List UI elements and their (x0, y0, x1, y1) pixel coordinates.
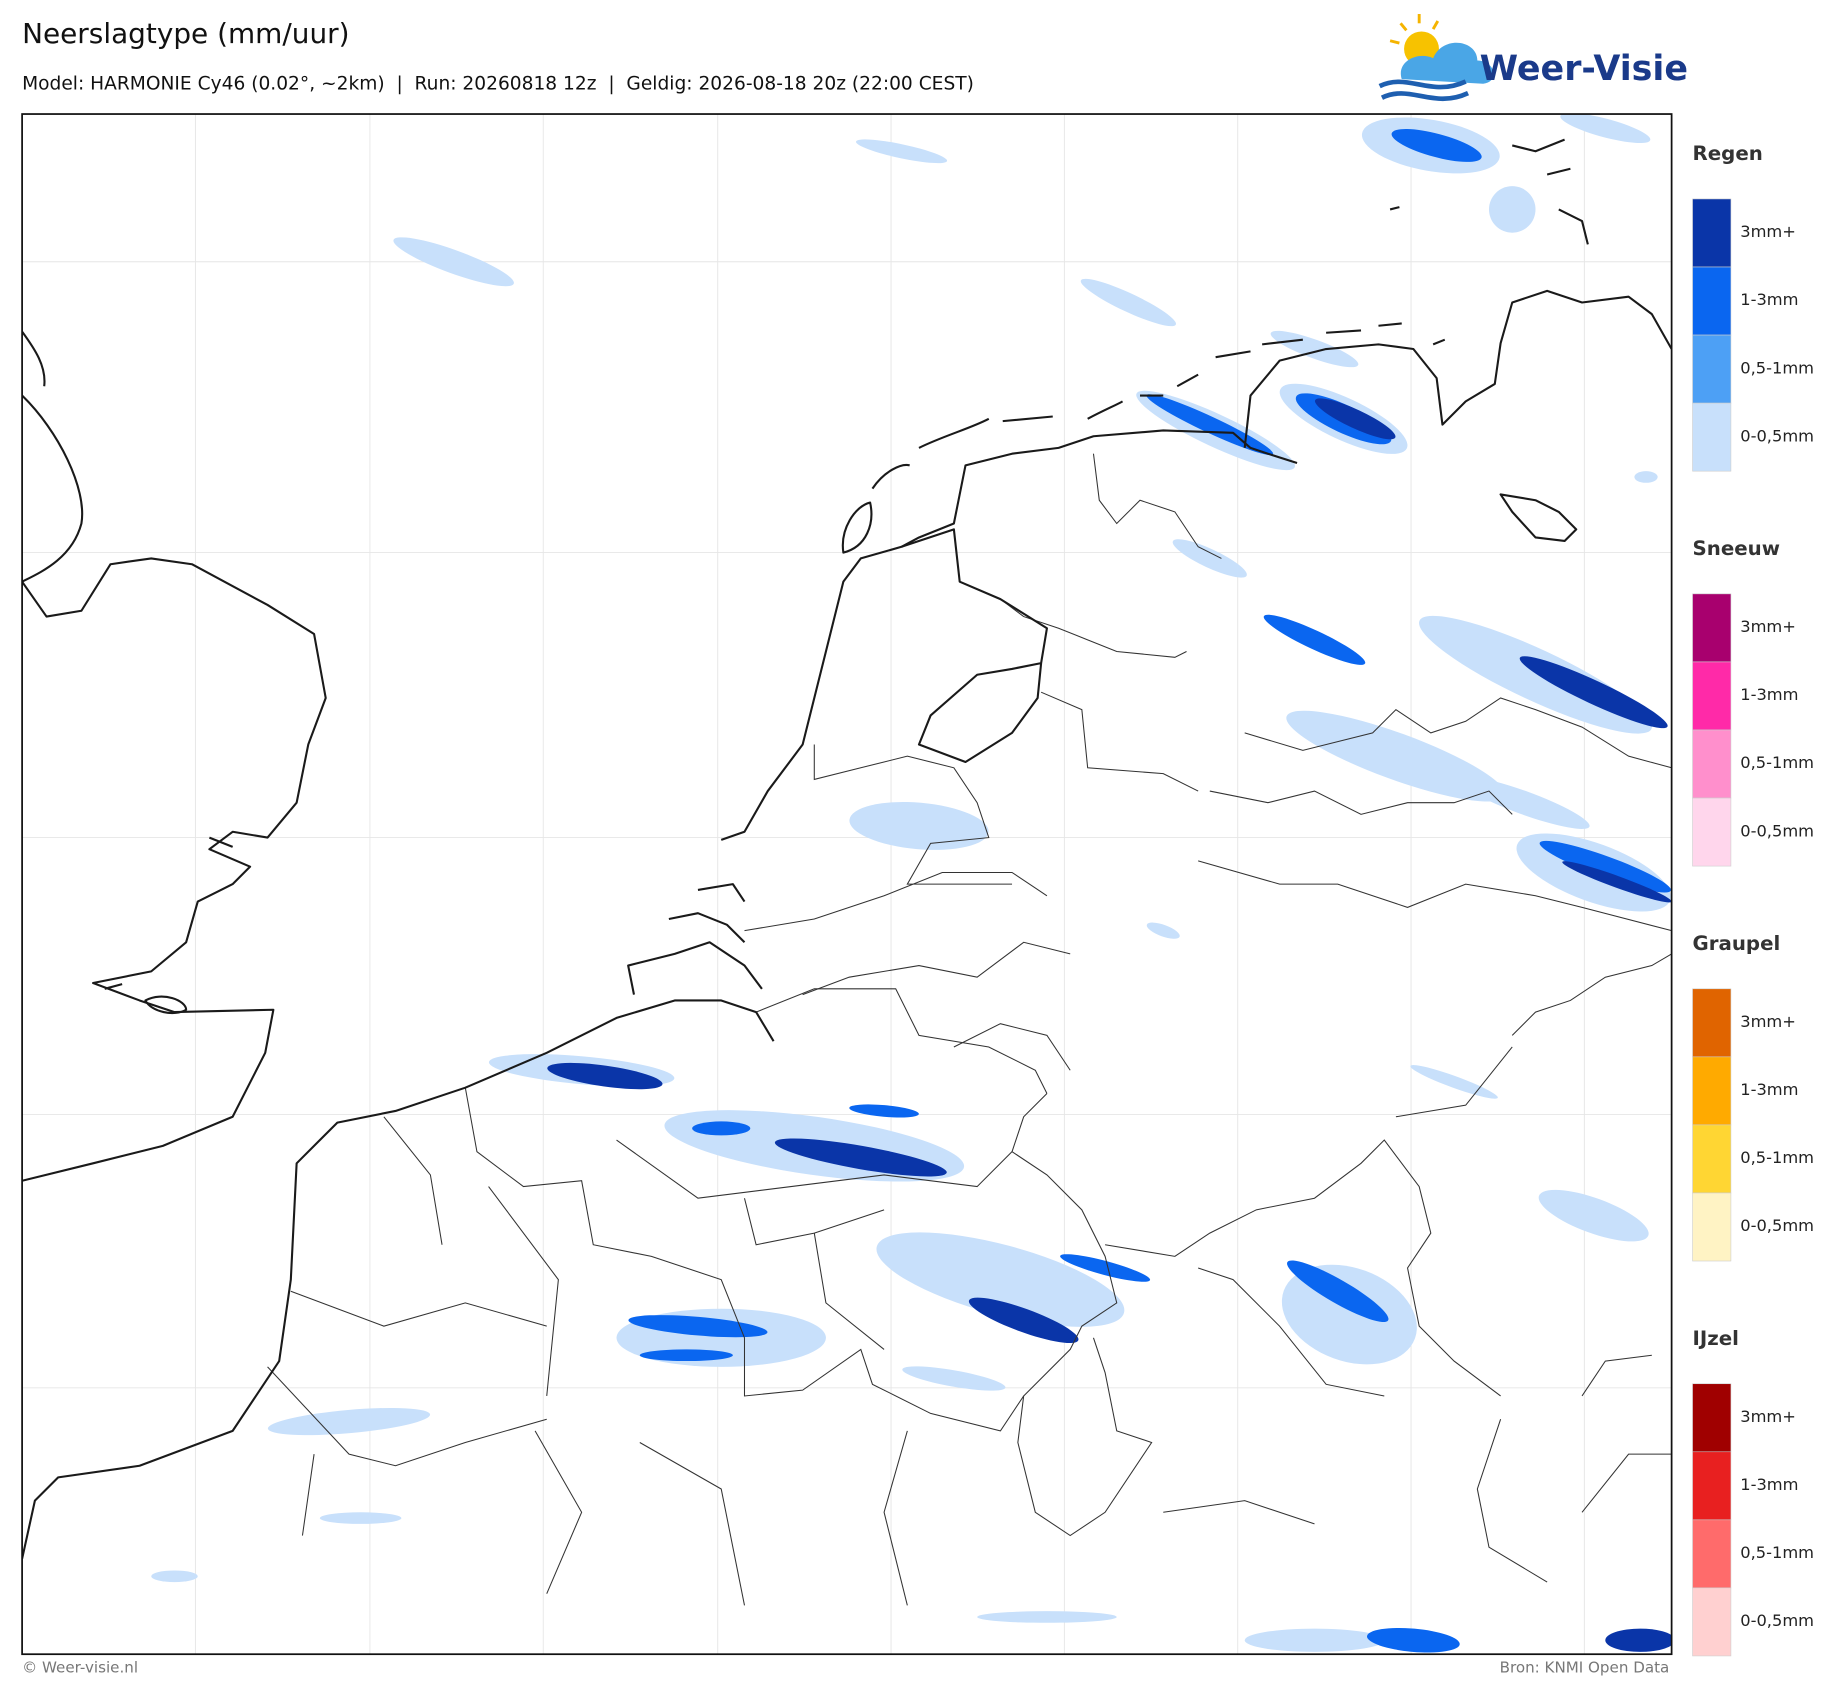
legend-label: 1-3mm (1740, 1080, 1798, 1099)
legend-label: 0,5-1mm (1740, 358, 1814, 377)
legend-swatch (1692, 1056, 1732, 1126)
legend-swatch (1692, 1124, 1732, 1194)
legend-swatch (1692, 1451, 1732, 1521)
precip-area (1391, 128, 1482, 162)
logo-waves (1378, 79, 1470, 102)
borders (267, 453, 1672, 1606)
precip-area (1172, 539, 1247, 578)
precip-area (849, 1104, 919, 1118)
precip-area (849, 801, 989, 850)
precip-area (151, 1570, 198, 1583)
legend-label: 1-3mm (1740, 1475, 1798, 1494)
legend-label: 0,5-1mm (1740, 1148, 1814, 1167)
coastlines (22, 138, 1672, 1560)
precip-area (1287, 1260, 1389, 1323)
logo: Weer-Visie (1378, 13, 1688, 102)
legend-swatch (1692, 1192, 1732, 1262)
precip-area (1605, 1628, 1672, 1652)
precip-area (855, 139, 948, 164)
precip-area (1060, 1254, 1151, 1282)
precip-area (547, 1062, 663, 1090)
precip-area (267, 1407, 431, 1436)
legend-swatch (1692, 1587, 1732, 1657)
logo-sun-rays (1389, 13, 1440, 45)
map-background (22, 114, 1672, 1655)
legend-label: 0-0,5mm (1740, 821, 1814, 840)
legend-swatch (1692, 1383, 1732, 1453)
precip-area (628, 1315, 768, 1338)
precip-area (1539, 840, 1671, 893)
legend-label: 0-0,5mm (1740, 1611, 1814, 1630)
legend-label: 3mm+ (1740, 222, 1796, 241)
legend-swatch (1692, 402, 1732, 472)
precip-area (1286, 710, 1506, 802)
map-frame (21, 113, 1673, 1656)
legend-label: 3mm+ (1740, 617, 1796, 636)
subtitle: Model: HARMONIE Cy46 (0.02°, ~2km) | Run… (22, 73, 974, 94)
precip-area (876, 1232, 1125, 1327)
precip-area (1560, 114, 1651, 144)
legend-label: 0,5-1mm (1740, 1543, 1814, 1562)
precip-area (692, 1121, 751, 1136)
logo-cloud (1400, 42, 1494, 84)
legend-title: Regen (1693, 142, 1763, 165)
legend-title: Graupel (1693, 932, 1781, 955)
legend-swatch (1692, 266, 1732, 336)
precip-area (1367, 1627, 1460, 1653)
precip-area (393, 237, 514, 287)
precip-area (1634, 471, 1658, 483)
precip-area (1458, 776, 1590, 829)
legend: Regen 3mm+ 1-3mm 0,5-1mm 0-0,5mm Sneeuw 3mm+ 1-… (1692, 142, 1814, 1657)
legend-title: Sneeuw (1693, 537, 1780, 560)
precip-area (968, 1297, 1079, 1344)
legend-title: IJzel (1693, 1327, 1739, 1350)
legend-label: 0-0,5mm (1740, 426, 1814, 445)
precip-area (977, 1611, 1117, 1623)
legend-swatch (1692, 729, 1732, 799)
legend-swatch (1692, 593, 1732, 663)
legend-swatch (1692, 988, 1732, 1058)
legend-label: 0,5-1mm (1740, 753, 1814, 772)
precip-area (1538, 1189, 1649, 1242)
precip-area (1263, 614, 1366, 665)
legend-swatch (1692, 797, 1732, 867)
precip-area (639, 1349, 733, 1362)
legend-label: 1-3mm (1740, 685, 1798, 704)
precip-area (319, 1512, 402, 1524)
precip-area (1488, 186, 1536, 233)
precip-area (1314, 398, 1396, 440)
legend-swatch (1692, 334, 1732, 404)
graticule (22, 114, 1672, 1655)
precip-area (902, 1366, 1006, 1391)
legend-swatch (1692, 661, 1732, 731)
precip-area (1244, 1628, 1385, 1652)
legend-swatch (1692, 198, 1732, 268)
precip-area (1410, 1065, 1498, 1099)
precip-area (774, 1138, 947, 1177)
legend-label: 3mm+ (1740, 1012, 1796, 1031)
legend-label: 0-0,5mm (1740, 1216, 1814, 1235)
precip-area (1080, 278, 1176, 327)
map (22, 114, 1672, 1655)
legend-label: 1-3mm (1740, 290, 1798, 309)
legend-swatch (1692, 1519, 1732, 1589)
legend-label: 3mm+ (1740, 1407, 1796, 1426)
footer-right: Bron: KNMI Open Data (1500, 1659, 1670, 1677)
logo-text: Weer-Visie (1480, 49, 1688, 89)
precip-area (1146, 922, 1180, 939)
title: Neerslagtype (mm/uur) (22, 17, 349, 50)
precip-area (1562, 861, 1672, 903)
precip-area (1519, 656, 1668, 729)
footer-left: © Weer-visie.nl (22, 1659, 138, 1677)
